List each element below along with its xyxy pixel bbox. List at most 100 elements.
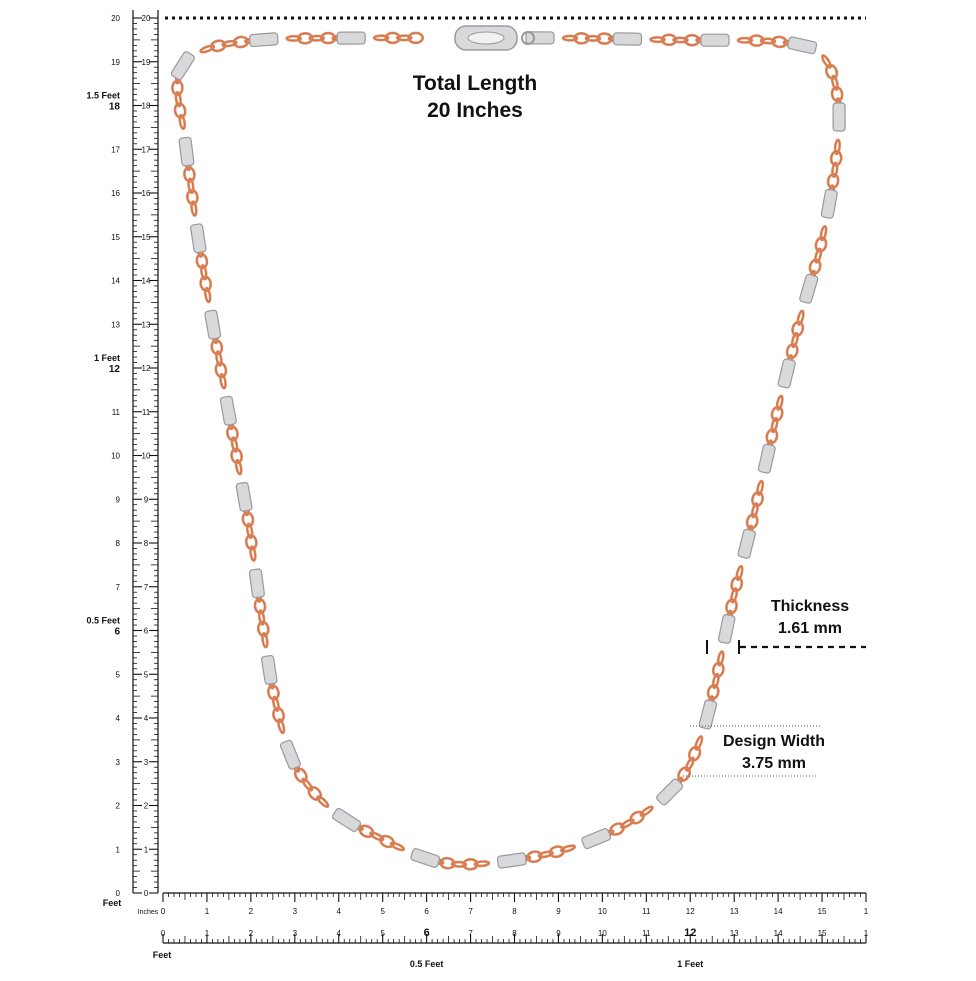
h-inch-tick-label: 9 (556, 907, 561, 916)
chain-rose-link-edge (191, 201, 197, 216)
v-outer-tick-label: 2 (116, 802, 121, 811)
v-outer-tick-label: 9 (116, 495, 121, 504)
v-outer-tick-label: 7 (116, 583, 121, 592)
v-inner-tick-label: 12 (142, 364, 151, 373)
chain-rose-link-edge (408, 32, 424, 44)
v-outer-tick-label: 20 (111, 14, 120, 23)
chain-bar-link (178, 136, 195, 167)
h-inch-tick-label: 11 (642, 907, 651, 916)
chain-rose-link-edge (717, 651, 724, 666)
chain-rose-link-edge (771, 417, 778, 433)
chain-rose-link-edge (286, 35, 301, 41)
chain-rose-link-edge (320, 32, 336, 44)
bottom-corner-feet-label: Feet (153, 950, 172, 960)
chain-rose-link-edge (688, 746, 701, 761)
chain-rose-link-edge (695, 736, 703, 750)
chain-rose-link-edge (752, 491, 763, 507)
h-inch-tick-label: 0 (161, 907, 166, 916)
chain-bar-link (235, 481, 253, 512)
chain-rose-link-edge (827, 173, 839, 189)
h-feet-tick-label: 7 (468, 929, 473, 938)
chain-rose-link-edge (597, 33, 612, 44)
h-feet-tick-label: 0 (161, 929, 166, 938)
v-inner-tick-label: 13 (142, 320, 151, 329)
h-inch-tick-label: 2 (249, 907, 254, 916)
v-inner-tick-label: 1 (144, 845, 149, 854)
v-inner-tick-label: 6 (144, 627, 149, 636)
chain-rose-link-edge (474, 861, 490, 867)
h-inch-tick-label: 15 (818, 907, 827, 916)
chain-rose-link-edge (200, 276, 212, 291)
v-outer-tick-label: 11 (112, 408, 121, 417)
chain-rose-link-edge (233, 36, 249, 48)
v-outer-tick-label: 14 (111, 277, 120, 286)
chain-rose-link-edge (831, 75, 838, 90)
chain-bar-link (219, 395, 237, 426)
v-inner-tick-label: 20 (142, 14, 151, 23)
chain-rose-link-edge (235, 460, 242, 475)
v-inner-tick-label: 14 (142, 277, 151, 286)
h-inch-tick-label: 3 (293, 907, 298, 916)
chain-rose-link-edge (268, 685, 279, 700)
v-outer-tick-label: 17 (111, 145, 120, 154)
chain-bar-link (170, 51, 195, 81)
chain-rose-link-edge (707, 684, 719, 700)
v-inner-tick-label: 3 (144, 758, 149, 767)
h-feet-tick-label: 5 (380, 929, 385, 938)
design-width-label: Design Width 3.75 mm (706, 731, 842, 775)
chain-bar-link (249, 32, 279, 48)
h-feet-tick-label: 11 (642, 929, 651, 938)
chain-rose-link-edge (731, 588, 738, 603)
chain-rose-link-edge (380, 835, 395, 848)
chain-rose-link-edge (786, 343, 798, 359)
h-feet-tick-label: 8 (512, 929, 517, 938)
h-feet-tick-label: 1 (864, 929, 869, 938)
horizontal-ruler: 0 1 2 3 4 5 6 7 8 9 10 11 12 13 14 15 10 1 2 3 4 5 6 7 8 9 10 11 12 1… (138, 892, 869, 969)
v-outer-tick-label: 12 (109, 364, 121, 375)
chain-rose-link-edge (751, 503, 758, 518)
chain-rose-link-edge (245, 534, 257, 550)
chain-rose-link-edge (712, 673, 719, 689)
chain-rose-link-edge (815, 237, 827, 252)
chain-rose-link-edge (650, 37, 665, 43)
v-feet-label: 1 Feet (94, 353, 120, 363)
chain-bar-link (248, 568, 265, 599)
chain-rose-link-edge (227, 426, 238, 441)
chain-rose-link-edge (440, 857, 455, 869)
chain-rose-link-edge (830, 151, 842, 166)
chain-rose-link-edge (834, 139, 840, 155)
v-inner-tick-label: 16 (142, 189, 151, 198)
chain-bar-link (525, 31, 555, 45)
chain-rose-link-edge (809, 259, 821, 274)
lobster-clasp-highlight (467, 31, 505, 45)
chain-rose-link-edge (179, 114, 185, 130)
chain-rose-link-edge (726, 599, 737, 614)
chain-rose-link-edge (731, 576, 743, 592)
corner-feet-label: Feet (103, 898, 122, 908)
chain-rose-link-edge (297, 32, 313, 44)
design-width-value: 3.75 mm (741, 755, 807, 772)
chain-rose-link-edge (737, 37, 753, 43)
h-inch-tick-label: 4 (337, 907, 342, 916)
chain-rose-link-edge (620, 819, 634, 828)
v-outer-tick-label: 8 (116, 539, 121, 548)
chain-rose-link-edge (661, 34, 677, 46)
chain-rose-link-edge (822, 55, 831, 68)
chain-rose-link-edge (309, 35, 324, 41)
chain-rose-link-edge (385, 32, 401, 44)
chain-rose-link-edge (302, 778, 313, 791)
chain-rose-link-edge (231, 437, 238, 452)
total-length-title: Total Length 20 Inches (380, 70, 570, 124)
chain-rose-link-edge (174, 103, 186, 118)
necklace-chain (170, 25, 846, 871)
chain-rose-link-edge (815, 248, 822, 263)
chain-rose-link-edge (678, 767, 691, 781)
chain-rose-link-edge (258, 610, 265, 625)
h-inch-tick-label: 1 (205, 907, 210, 916)
chain-bar-link (656, 778, 684, 806)
chain-rose-link-edge (832, 162, 838, 178)
chain-bar-link (832, 102, 846, 132)
v-feet-label: 1.5 Feet (86, 91, 120, 101)
chain-rose-link-edge (215, 362, 227, 378)
